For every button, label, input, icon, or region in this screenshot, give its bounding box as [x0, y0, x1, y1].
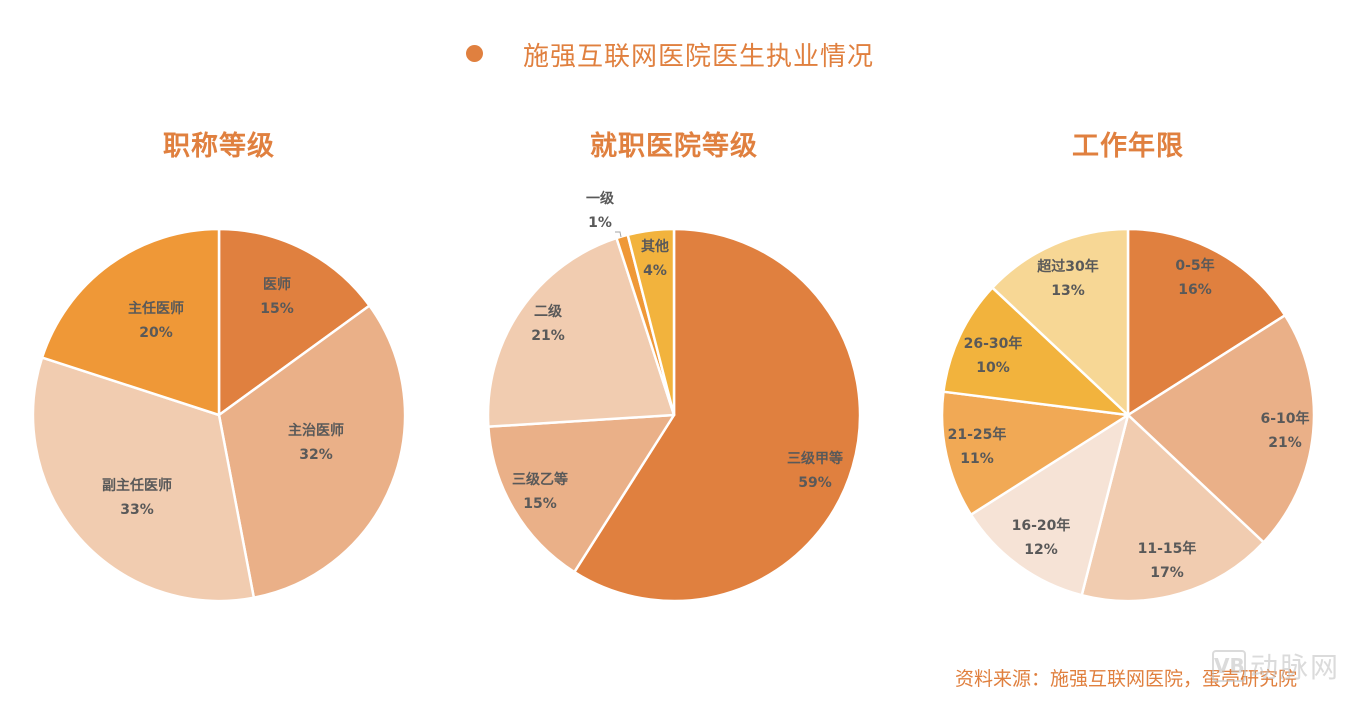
slice-percent: 21% [1268, 435, 1302, 451]
watermark: VB 动脉网 [1212, 646, 1352, 684]
slice-label: 三级甲等 [787, 450, 843, 467]
slice-percent: 33% [120, 502, 154, 518]
pie-chart-years-of-practice: 0-5年 16% 6-10年 21% 11-15年 17% 16-20年 12% 21-25年 1… [940, 227, 1316, 603]
page-title: 施强互联网医院医生执业情况 [523, 42, 875, 72]
watermark-logo-icon: VB [1212, 650, 1246, 682]
slice-label: 0-5年 [1175, 257, 1214, 274]
slice-label: 副主任医师 [102, 477, 172, 494]
slice-label: 超过30年 [1036, 258, 1098, 275]
pie-slice [1126, 227, 1287, 417]
slice-percent: 11% [960, 451, 994, 467]
slice-percent: 17% [1150, 565, 1184, 581]
pie-chart-professional-rank: 医师 15% 主治医师 32% 副主任医师 33% 主任医师 20% [31, 227, 407, 603]
slice-percent: 15% [523, 496, 557, 512]
pie-chart-hospital-level: 三级甲等 59% 三级乙等 15% 二级 21% 一级 1% 其他 4% [486, 190, 862, 603]
slice-label: 医师 [263, 276, 291, 293]
pie-slice [942, 286, 1130, 417]
slice-percent: 15% [260, 301, 294, 317]
pie-slice [940, 390, 1130, 516]
slice-label: 二级 [534, 303, 563, 320]
pie-slice [626, 227, 676, 417]
pie-slice [487, 413, 676, 574]
chart-title-years-of-practice: 工作年限 [1072, 131, 1184, 162]
watermark-text: 动脉网 [1250, 651, 1341, 684]
slice-label: 三级乙等 [512, 471, 568, 488]
pie-slice [217, 304, 407, 599]
slice-percent: 20% [139, 325, 173, 341]
slice-label: 16-20年 [1012, 517, 1071, 534]
source-note: 资料来源：施强互联网医院，蛋壳研究院 [955, 668, 1298, 690]
chart-title-professional-rank: 职称等级 [163, 131, 275, 162]
slice-label: 主任医师 [128, 300, 184, 317]
slice-percent: 21% [531, 328, 565, 344]
slice-label: 其他 [641, 238, 669, 255]
slice-label: 26-30年 [964, 335, 1023, 352]
pie-slice [1126, 314, 1316, 544]
pie-slice [991, 227, 1130, 417]
leader-line [615, 231, 622, 238]
slice-percent: 1% [588, 215, 612, 231]
pie-slice [573, 227, 862, 603]
chart-title-hospital-level: 就职医院等级 [590, 131, 758, 162]
slice-percent: 4% [643, 263, 667, 279]
slice-percent: 16% [1178, 282, 1212, 298]
pie-slice [40, 227, 221, 417]
slice-percent: 10% [976, 360, 1010, 376]
slice-label: 一级 [586, 190, 615, 207]
slice-percent: 32% [299, 447, 333, 463]
slice-label: 主治医师 [288, 422, 344, 439]
slice-label: 11-15年 [1138, 540, 1197, 557]
slice-label: 21-25年 [948, 426, 1007, 443]
slice-percent: 13% [1051, 283, 1085, 299]
slice-percent: 59% [798, 475, 832, 491]
pie-slice [217, 227, 371, 417]
pie-slice [31, 356, 256, 603]
pie-slice [969, 413, 1130, 597]
header: 施强互联网医院医生执业情况 [0, 34, 1362, 74]
pie-slice [1080, 413, 1265, 603]
slice-percent: 12% [1024, 542, 1058, 558]
slice-label: 6-10年 [1260, 410, 1309, 427]
bullet-dot-icon [466, 45, 483, 62]
pie-slice [486, 236, 676, 428]
